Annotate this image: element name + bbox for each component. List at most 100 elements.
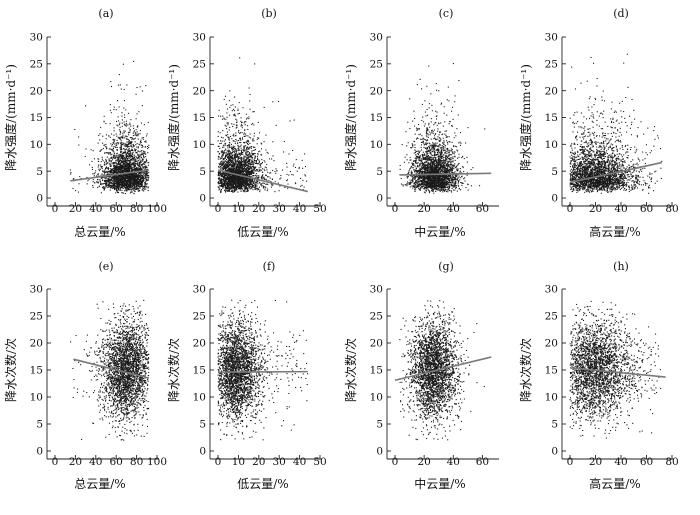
data-point (249, 188, 251, 190)
data-point (251, 158, 253, 160)
data-point (102, 177, 104, 179)
data-point (109, 173, 111, 175)
data-point (231, 138, 233, 140)
data-point (224, 157, 226, 159)
data-point (245, 113, 247, 115)
data-point (98, 170, 101, 172)
data-point (239, 181, 241, 183)
data-point (229, 186, 231, 188)
data-point (239, 163, 241, 165)
data-point (126, 144, 128, 146)
data-point (284, 186, 286, 189)
data-point (120, 183, 123, 185)
data-point (116, 186, 118, 188)
data-point (129, 179, 131, 181)
data-point (142, 136, 144, 139)
data-point (247, 139, 249, 141)
data-point (125, 170, 127, 173)
data-point (237, 179, 239, 181)
data-point (229, 159, 231, 161)
data-point (124, 182, 126, 185)
data-point (145, 173, 147, 175)
data-point (137, 133, 139, 135)
data-point (259, 163, 261, 165)
data-point (286, 173, 288, 175)
data-point (234, 162, 236, 164)
data-point (126, 185, 128, 188)
data-point (119, 181, 121, 183)
data-point (231, 155, 234, 157)
data-point (233, 171, 236, 173)
data-point (120, 146, 122, 148)
data-point (100, 183, 102, 186)
data-point (108, 178, 110, 180)
data-point (115, 133, 117, 135)
data-point (237, 162, 240, 164)
data-point (140, 169, 143, 171)
data-point (128, 179, 130, 181)
data-point (239, 171, 241, 173)
data-point (99, 133, 101, 135)
data-point (97, 175, 99, 177)
data-point (241, 166, 243, 168)
data-point (270, 183, 272, 185)
data-point (225, 179, 227, 181)
data-point (125, 169, 127, 171)
data-point (136, 157, 138, 160)
data-point (126, 183, 128, 185)
data-point (232, 125, 234, 128)
data-point (146, 186, 148, 188)
data-point (138, 167, 140, 169)
data-point (137, 153, 139, 155)
data-point (108, 163, 111, 165)
data-point (122, 63, 124, 65)
data-point (106, 147, 108, 149)
data-point (233, 114, 235, 116)
data-point (238, 162, 240, 164)
data-point (221, 160, 223, 162)
data-point (116, 189, 118, 191)
data-point (131, 169, 133, 171)
data-point (235, 169, 237, 172)
data-point (97, 186, 99, 189)
data-point (267, 152, 269, 154)
data-point (251, 145, 253, 148)
data-point (135, 179, 137, 181)
data-point (131, 189, 133, 191)
data-point (219, 172, 221, 174)
data-point (116, 139, 118, 141)
data-point (249, 155, 251, 157)
data-point (235, 127, 237, 129)
data-point (238, 182, 240, 184)
data-point (119, 183, 121, 185)
data-point (245, 121, 247, 123)
data-point (258, 169, 261, 171)
data-point (279, 178, 281, 180)
data-point (112, 184, 114, 186)
data-point (247, 140, 249, 142)
data-point (304, 153, 306, 155)
data-point (140, 183, 142, 185)
data-point (135, 170, 137, 172)
data-point (242, 164, 244, 166)
data-point (108, 135, 110, 137)
data-point (146, 176, 148, 178)
data-point (239, 172, 241, 174)
data-point (239, 132, 241, 134)
data-point (232, 163, 234, 165)
data-point (254, 153, 256, 155)
data-point (140, 171, 142, 173)
data-point (136, 188, 138, 191)
data-point (222, 130, 224, 132)
data-point (230, 143, 233, 145)
data-point (227, 161, 229, 163)
data-point (253, 168, 255, 170)
data-point (131, 172, 133, 174)
data-point (134, 161, 136, 163)
data-point (222, 144, 224, 146)
data-point (144, 141, 146, 143)
data-point (264, 174, 267, 176)
data-point (247, 171, 249, 173)
data-point (126, 182, 128, 184)
data-point (119, 181, 121, 183)
